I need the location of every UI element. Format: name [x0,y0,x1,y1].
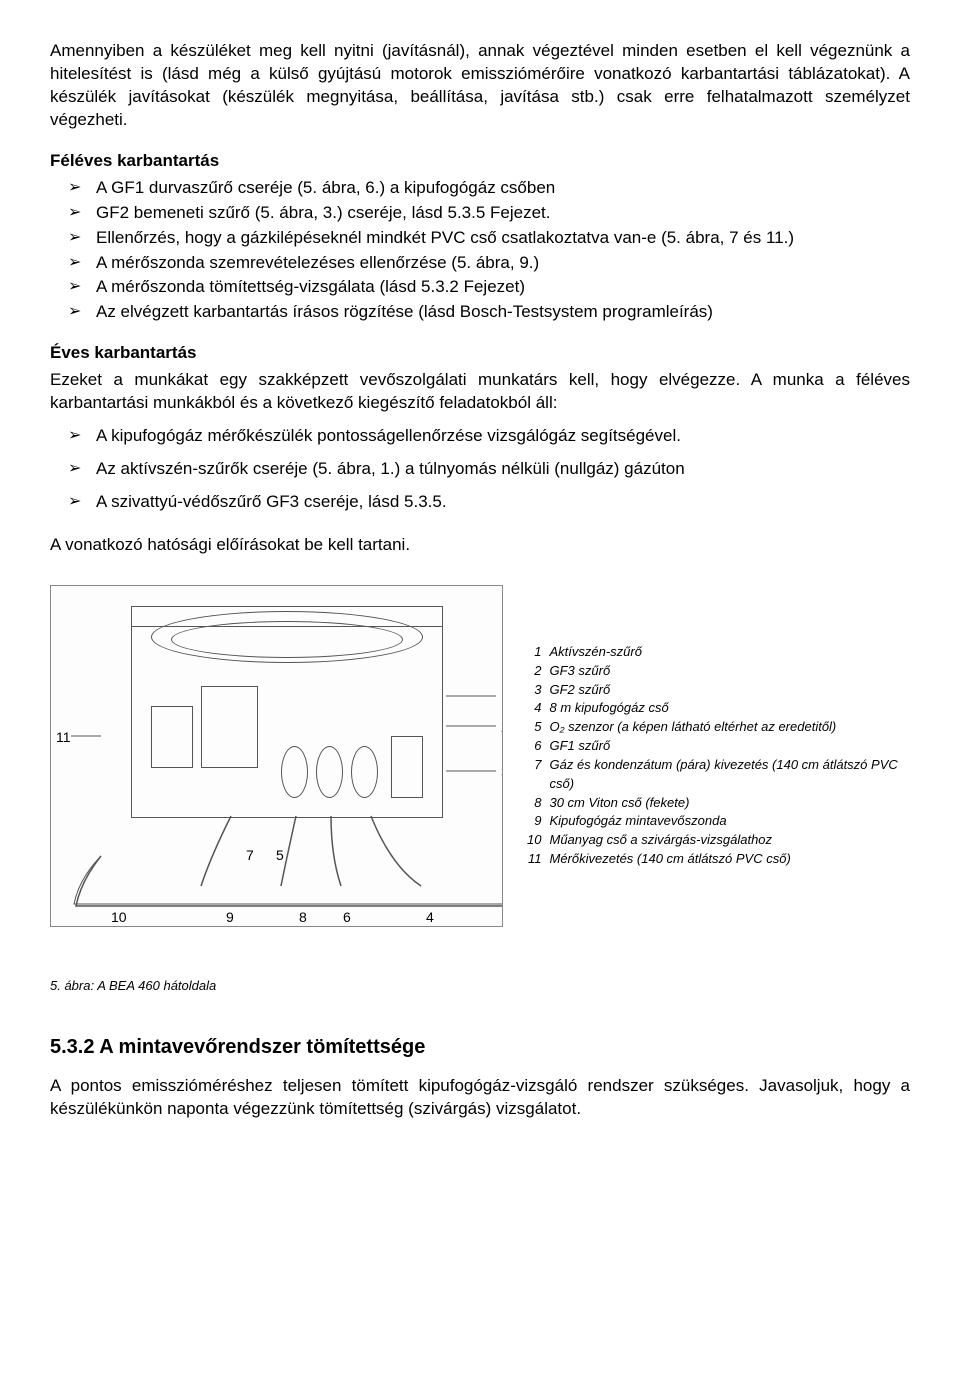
diagram-label: 11 [56,728,71,747]
diagram-label: 7 [246,846,254,865]
diagram-label: 4 [426,908,434,927]
figure-caption: 5. ábra: A BEA 460 hátoldala [50,977,910,995]
diagram-label: 5 [276,846,284,865]
annual-list: A kipufogógáz mérőkészülék pontosságelle… [50,425,910,514]
annual-intro: Ezeket a munkákat egy szakképzett vevősz… [50,369,910,415]
diagram-label: 10 [111,908,127,927]
legend-row: 6GF1 szűrő [521,737,910,756]
legend-row: 9Kipufogógáz mintavevőszonda [521,812,910,831]
list-item: A mérőszonda szemrevételezéses ellenőrzé… [96,252,910,275]
legend-row: 48 m kipufogógáz cső [521,699,910,718]
final-paragraph: A pontos emisszióméréshez teljesen tömít… [50,1075,910,1121]
device-diagram: 1 2 3 4 5 6 7 8 9 10 11 [50,585,503,927]
annual-title: Éves karbantartás [50,342,910,365]
list-item: Az elvégzett karbantartás írásos rögzíté… [96,301,910,324]
figure-5: 1 2 3 4 5 6 7 8 9 10 11 1Aktívszén-szűrő… [50,585,910,927]
legend-row: 11Mérőkivezetés (140 cm átlátszó PVC cső… [521,850,910,869]
diagram-label: 8 [299,908,307,927]
list-item: A szivattyú-védőszűrő GF3 cseréje, lásd … [96,491,910,514]
diagram-label: 6 [343,908,351,927]
semiannual-title: Féléves karbantartás [50,150,910,173]
list-item: A mérőszonda tömítettség-vizsgálata (lás… [96,276,910,299]
closing-paragraph: A vonatkozó hatósági előírásokat be kell… [50,534,910,557]
legend-row: 10Műanyag cső a szivárgás-vizsgálathoz [521,831,910,850]
semiannual-list: A GF1 durvaszűrő cseréje (5. ábra, 6.) a… [50,177,910,325]
legend-row: 3GF2 szűrő [521,681,910,700]
diagram-label: 1 [501,688,503,707]
legend-row: 1Aktívszén-szűrő [521,643,910,662]
list-item: A kipufogógáz mérőkészülék pontosságelle… [96,425,910,448]
diagram-label: 2 [501,718,503,737]
list-item: Az aktívszén-szűrők cseréje (5. ábra, 1.… [96,458,910,481]
diagram-label: 9 [226,908,234,927]
section-5-3-2-heading: 5.3.2 A mintavevőrendszer tömítettsége [50,1034,910,1061]
list-item: Ellenőrzés, hogy a gázkilépéseknél mindk… [96,227,910,250]
diagram-label: 3 [501,763,503,782]
list-item: GF2 bemeneti szűrő (5. ábra, 3.) cseréje… [96,202,910,225]
legend-row: 2GF3 szűrő [521,662,910,681]
intro-paragraph: Amennyiben a készüléket meg kell nyitni … [50,40,910,132]
legend-row: 830 cm Viton cső (fekete) [521,794,910,813]
legend-row: 7Gáz és kondenzátum (pára) kivezetés (14… [521,756,910,794]
figure-legend: 1Aktívszén-szűrő 2GF3 szűrő 3GF2 szűrő 4… [521,643,910,869]
list-item: A GF1 durvaszűrő cseréje (5. ábra, 6.) a… [96,177,910,200]
legend-row: 5O₂ szenzor (a képen látható eltérhet az… [521,718,910,737]
